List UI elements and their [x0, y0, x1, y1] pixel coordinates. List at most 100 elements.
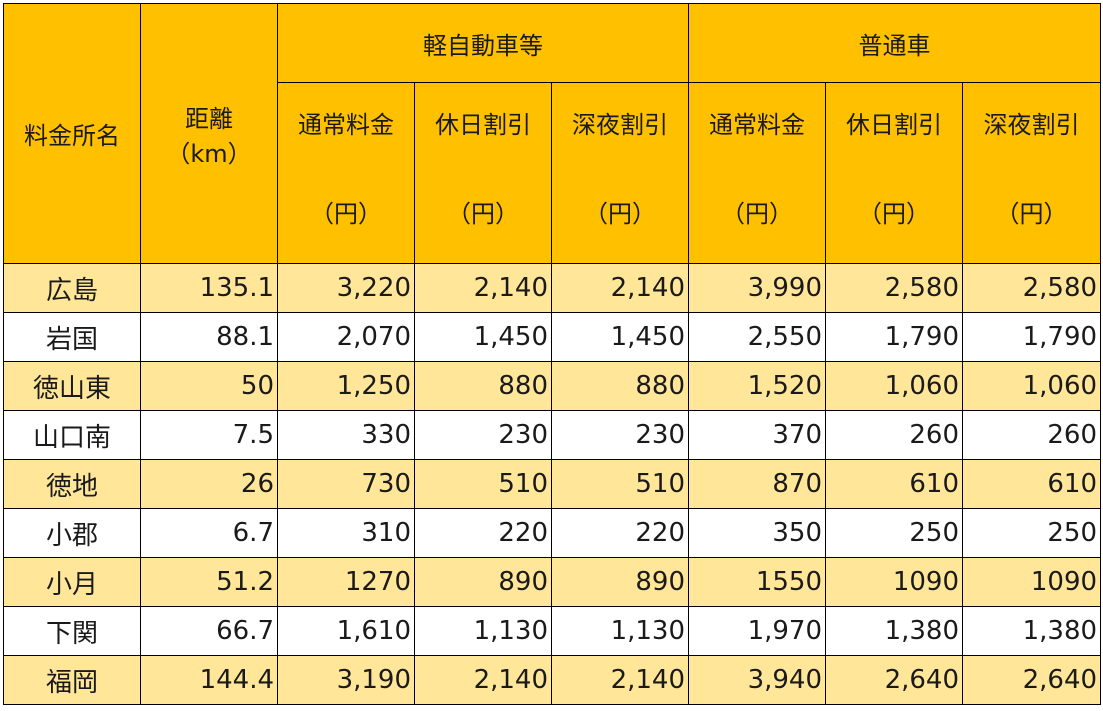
table-row: 小月 51.2 1270 890 890 1550 1090 1090: [3, 557, 1102, 607]
fee-cell: 1,450: [414, 312, 552, 362]
header-futsu-normal-unit: （円）: [721, 200, 794, 228]
header-kei-holiday: 休日割引 （円）: [414, 82, 552, 264]
header-kei-normal-label: 通常料金: [298, 111, 394, 139]
fee-cell: 1,380: [825, 606, 964, 656]
fee-cell: 370: [688, 410, 827, 460]
fee-cell: 510: [414, 459, 552, 509]
fee-cell: 1270: [277, 557, 415, 607]
header-kei-night: 深夜割引 （円）: [550, 82, 690, 264]
header-futsu-night-label: 深夜割引: [983, 111, 1080, 139]
fee-cell: 1,790: [825, 312, 964, 362]
fee-cell: 3,190: [277, 655, 415, 705]
station-name-cell: 下関: [3, 606, 141, 656]
distance-cell: 6.7: [140, 508, 278, 558]
fee-cell: 1,130: [414, 606, 552, 656]
fee-cell: 2,640: [825, 655, 964, 705]
fee-cell: 1,380: [962, 606, 1102, 656]
table-row: 山口南 7.5 330 230 230 370 260 260: [3, 410, 1102, 460]
header-futsu-normal-label: 通常料金: [709, 111, 806, 139]
fee-cell: 730: [277, 459, 415, 509]
distance-cell: 26: [140, 459, 278, 509]
fee-cell: 2,550: [688, 312, 827, 362]
fee-cell: 330: [277, 410, 415, 460]
fee-cell: 310: [277, 508, 415, 558]
fee-cell: 1550: [688, 557, 827, 607]
fee-cell: 2,580: [825, 263, 964, 313]
fee-cell: 220: [550, 508, 690, 558]
header-group-futsu: 普通車: [688, 3, 1102, 83]
header-kei-normal: 通常料金 （円）: [277, 82, 415, 264]
table-row: 徳山東 50 1,250 880 880 1,520 1,060 1,060: [3, 361, 1102, 411]
fee-cell: 2,140: [550, 655, 690, 705]
fee-cell: 350: [688, 508, 827, 558]
fee-cell: 2,580: [962, 263, 1102, 313]
station-name-cell: 小月: [3, 557, 141, 607]
fee-cell: 610: [962, 459, 1102, 509]
fee-cell: 1090: [962, 557, 1102, 607]
header-futsu-holiday-unit: （円）: [858, 200, 931, 228]
station-name-cell: 徳山東: [3, 361, 141, 411]
fee-cell: 1,250: [277, 361, 415, 411]
fee-cell: 230: [414, 410, 552, 460]
distance-cell: 7.5: [140, 410, 278, 460]
header-distance-unit: （km）: [166, 139, 252, 168]
header-kei-night-label: 深夜割引: [572, 111, 668, 139]
header-futsu-holiday-label: 休日割引: [846, 111, 943, 139]
header-futsu-night-unit: （円）: [995, 200, 1068, 228]
table-row: 福岡 144.4 3,190 2,140 2,140 3,940 2,640 2,640: [3, 655, 1102, 705]
fee-cell: 510: [550, 459, 690, 509]
fee-cell: 1,060: [962, 361, 1102, 411]
fee-cell: 890: [414, 557, 552, 607]
fee-cell: 3,940: [688, 655, 827, 705]
fee-cell: 2,140: [414, 655, 552, 705]
fee-cell: 260: [962, 410, 1102, 460]
fee-cell: 880: [414, 361, 552, 411]
header-futsu-holiday: 休日割引 （円）: [825, 82, 964, 264]
distance-cell: 50: [140, 361, 278, 411]
header-group-kei: 軽自動車等: [276, 3, 690, 83]
fee-cell: 250: [962, 508, 1102, 558]
fee-cell: 610: [825, 459, 964, 509]
toll-fee-table: 料金所名 距離 （km） 軽自動車等 普通車 通常料金 （円） 休日割引 （円）…: [3, 3, 1102, 705]
distance-cell: 66.7: [140, 606, 278, 656]
fee-cell: 1,790: [962, 312, 1102, 362]
fee-cell: 870: [688, 459, 827, 509]
fee-cell: 3,990: [688, 263, 827, 313]
table-row: 広島 135.1 3,220 2,140 2,140 3,990 2,580 2,580: [3, 263, 1102, 313]
table-row: 徳地 26 730 510 510 870 610 610: [3, 459, 1102, 509]
fee-cell: 1,970: [688, 606, 827, 656]
fee-cell: 220: [414, 508, 552, 558]
header-kei-holiday-label: 休日割引: [435, 111, 531, 139]
table-row: 下関 66.7 1,610 1,130 1,130 1,970 1,380 1,380: [3, 606, 1102, 656]
fee-cell: 1,610: [277, 606, 415, 656]
fee-cell: 3,220: [277, 263, 415, 313]
header-kei-night-unit: （円）: [584, 200, 656, 228]
station-name-cell: 福岡: [3, 655, 141, 705]
station-name-cell: 山口南: [3, 410, 141, 460]
fee-cell: 1,130: [550, 606, 690, 656]
header-distance-label: 距離: [185, 104, 233, 133]
fee-cell: 250: [825, 508, 964, 558]
header-futsu-night: 深夜割引 （円）: [962, 82, 1102, 264]
table-row: 岩国 88.1 2,070 1,450 1,450 2,550 1,790 1,790: [3, 312, 1102, 362]
distance-cell: 144.4: [140, 655, 278, 705]
table-row: 小郡 6.7 310 220 220 350 250 250: [3, 508, 1102, 558]
fee-cell: 2,140: [550, 263, 690, 313]
fee-cell: 260: [825, 410, 964, 460]
header-futsu-normal: 通常料金 （円）: [688, 82, 827, 264]
header-station: 料金所名: [3, 3, 141, 264]
fee-cell: 1,450: [550, 312, 690, 362]
fee-cell: 1090: [825, 557, 964, 607]
distance-cell: 88.1: [140, 312, 278, 362]
fee-cell: 890: [550, 557, 690, 607]
distance-cell: 135.1: [140, 263, 278, 313]
header-kei-holiday-unit: （円）: [447, 200, 519, 228]
station-name-cell: 小郡: [3, 508, 141, 558]
fee-cell: 880: [550, 361, 690, 411]
distance-cell: 51.2: [140, 557, 278, 607]
station-name-cell: 広島: [3, 263, 141, 313]
fee-cell: 1,520: [688, 361, 827, 411]
header-distance: 距離 （km）: [140, 3, 278, 264]
fee-cell: 230: [550, 410, 690, 460]
fee-cell: 1,060: [825, 361, 964, 411]
